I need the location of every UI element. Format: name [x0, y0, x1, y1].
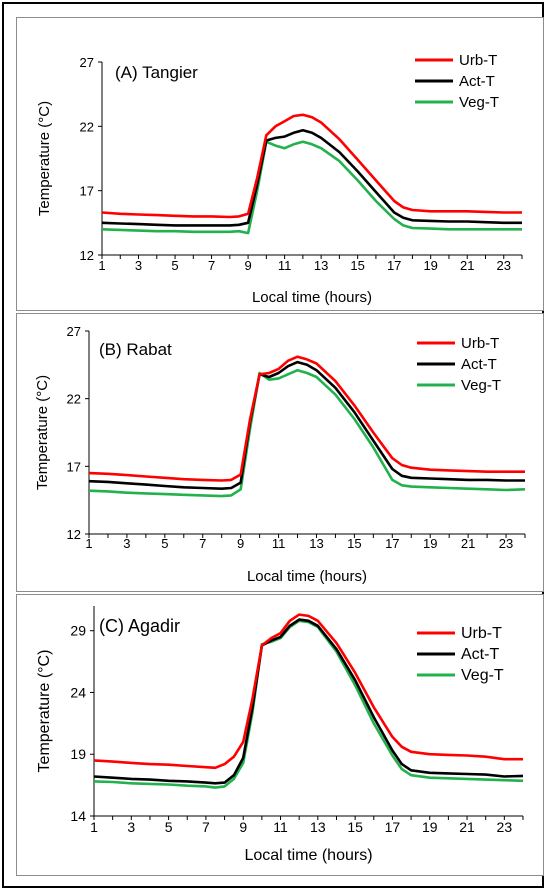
x-tick-label: 7 [202, 819, 210, 835]
x-tick-label: 3 [123, 536, 130, 551]
legend-label-urb-t: Urb-T [459, 52, 497, 69]
legend-label-act-t: Act-T [459, 73, 495, 90]
y-axis-label: Temperature (°C) [36, 101, 53, 216]
x-tick-label: 13 [310, 819, 326, 835]
x-tick-label: 1 [85, 536, 92, 551]
x-tick-label: 23 [497, 819, 513, 835]
panel-tangier: 12 17 22 27 1 3 5 7 9 11 13 15 17 19 21 23 Local time (h… [16, 17, 544, 311]
series-line-veg-t [88, 368, 526, 498]
legend-label-urb-t: Urb-T [461, 625, 502, 642]
series-line-act-t [88, 360, 525, 490]
x-tick-label: 11 [273, 819, 288, 835]
x-tick-label: 5 [161, 536, 168, 551]
panel-rabat: 12 17 22 27 1 3 5 7 9 11 13 15 17 19 21 23 Local time (h… [16, 313, 544, 592]
x-tick-label: 19 [423, 258, 437, 273]
y-tick-label: 17 [67, 459, 81, 474]
y-tick-label: 12 [67, 527, 81, 542]
series-line-urb-t [93, 613, 523, 770]
x-tick-label: 21 [461, 536, 475, 551]
panel-label-rabat: (B) Rabat [99, 340, 172, 359]
y-tick-label: 22 [67, 392, 81, 407]
y-axis-label: Temperature (°C) [36, 650, 53, 773]
x-tick-label: 15 [347, 819, 363, 835]
x-axis-label: Local time (hours) [247, 568, 367, 585]
x-tick-label: 1 [90, 819, 98, 835]
x-tick-label: 17 [385, 819, 401, 835]
y-tick-label: 17 [80, 184, 94, 199]
x-tick-label: 7 [208, 258, 215, 273]
x-axis-label: Local time (hours) [244, 847, 372, 864]
x-tick-label: 11 [278, 258, 292, 273]
x-tick-label: 13 [309, 536, 323, 551]
y-tick-label: 29 [70, 623, 86, 639]
legend-label-veg-t: Veg-T [459, 94, 499, 111]
series-line-act-t [101, 128, 522, 227]
x-tick-label: 3 [127, 819, 135, 835]
x-tick-label: 9 [237, 536, 244, 551]
y-tick-label: 27 [80, 55, 94, 70]
x-tick-label: 5 [165, 819, 173, 835]
x-tick-label: 17 [385, 536, 399, 551]
x-tick-label: 23 [499, 536, 513, 551]
y-tick-label: 27 [67, 324, 81, 339]
y-tick-label: 14 [70, 808, 86, 824]
series-line-urb-t [88, 355, 525, 482]
x-tick-label: 3 [135, 258, 142, 273]
series-line-act-t [93, 618, 524, 785]
series-line-veg-t [101, 140, 522, 235]
legend-label-urb-t: Urb-T [461, 335, 499, 352]
x-tick-label: 7 [199, 536, 206, 551]
legend-label-act-t: Act-T [461, 646, 499, 663]
x-tick-label: 21 [460, 258, 474, 273]
legend-label-veg-t: Veg-T [461, 667, 504, 684]
x-tick-label: 15 [350, 258, 364, 273]
y-tick-label: 12 [80, 248, 94, 263]
legend-label-act-t: Act-T [461, 356, 497, 373]
x-tick-label: 21 [459, 819, 475, 835]
panel-label-agadir: (C) Agadir [99, 616, 180, 636]
x-tick-label: 19 [423, 536, 437, 551]
x-tick-label: 23 [497, 258, 511, 273]
legend-label-veg-t: Veg-T [461, 377, 501, 394]
panel-agadir: 14 19 24 29 1 3 5 7 9 11 13 15 17 19 21 23 Local time (h… [16, 594, 544, 876]
y-axis-label: Temperature (°C) [34, 375, 51, 490]
x-tick-label: 1 [98, 258, 105, 273]
x-tick-label: 9 [239, 819, 247, 835]
x-tick-label: 9 [244, 258, 251, 273]
series-line-veg-t [93, 619, 524, 789]
x-axis-label: Local time (hours) [252, 289, 372, 306]
x-tick-label: 11 [272, 536, 286, 551]
x-tick-label: 13 [314, 258, 328, 273]
y-tick-label: 19 [70, 746, 86, 762]
x-tick-label: 19 [422, 819, 438, 835]
y-tick-label: 22 [80, 119, 94, 134]
y-tick-label: 24 [70, 684, 86, 700]
figure-frame: 12 17 22 27 1 3 5 7 9 11 13 15 17 19 21 23 Local time (h… [2, 2, 544, 888]
x-tick-label: 5 [171, 258, 178, 273]
series-line-urb-t [101, 113, 522, 219]
x-tick-label: 15 [347, 536, 361, 551]
x-tick-label: 17 [387, 258, 401, 273]
panel-label-tangier: (A) Tangier [115, 63, 198, 82]
